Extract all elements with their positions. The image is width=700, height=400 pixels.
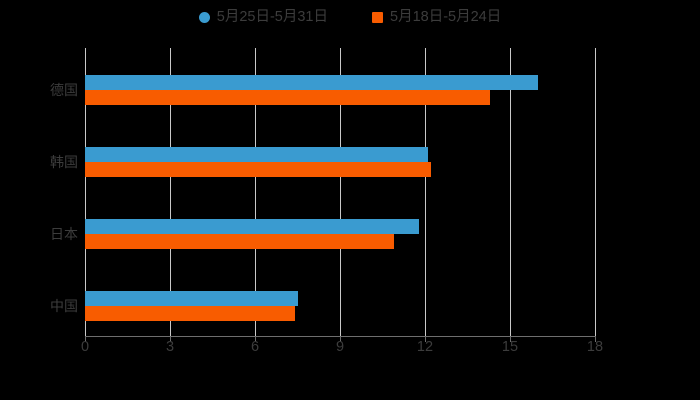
square-marker-icon: [372, 11, 383, 23]
x-tick-label-0: 0: [80, 339, 90, 355]
legend-label-series-0: 5月25日-5月31日: [216, 8, 328, 25]
bar-0-series-1[interactable]: [85, 90, 491, 105]
x-tick-label-3: 3: [165, 339, 175, 355]
category-label-3: 中国: [50, 298, 78, 314]
bar-group-3: [85, 291, 595, 321]
x-tick-3: [170, 336, 171, 342]
gridline-12: [425, 48, 426, 336]
x-tick-label-15: 15: [501, 339, 519, 355]
bar-group-0: [85, 75, 595, 105]
bar-2-series-1[interactable]: [85, 234, 394, 249]
gridline-15: [510, 48, 511, 336]
gridline-0: [85, 48, 86, 336]
bar-0-series-0[interactable]: [85, 75, 539, 90]
plot-area: [85, 48, 596, 336]
gridline-9: [340, 48, 341, 336]
bar-1-series-1[interactable]: [85, 162, 431, 177]
legend-item-series-0[interactable]: 5月25日-5月31日: [198, 8, 328, 25]
x-tick-label-18: 18: [586, 339, 604, 355]
gridline-18: [595, 48, 596, 336]
x-tick-label-9: 9: [335, 339, 345, 355]
legend-item-series-1[interactable]: 5月18日-5月24日: [372, 10, 501, 25]
x-tick-18: [595, 336, 596, 342]
x-tick-6: [255, 336, 256, 342]
x-tick-label-6: 6: [250, 339, 260, 355]
bar-3-series-0[interactable]: [85, 291, 298, 306]
circle-marker-icon: [198, 11, 210, 23]
x-tick-15: [510, 336, 511, 342]
x-tick-9: [340, 336, 341, 342]
bar-1-series-0[interactable]: [85, 147, 428, 162]
category-label-0: 德国: [50, 82, 78, 98]
chart-legend: 5月25日-5月31日 5月18日-5月24日: [0, 6, 700, 28]
x-tick-12: [425, 336, 426, 342]
bar-3-series-1[interactable]: [85, 306, 295, 321]
gridline-3: [170, 48, 171, 336]
bar-group-2: [85, 219, 595, 249]
x-tick-0: [85, 336, 86, 342]
x-tick-label-12: 12: [416, 339, 434, 355]
bar-2-series-0[interactable]: [85, 219, 420, 234]
gridline-6: [255, 48, 256, 336]
bar-group-1: [85, 147, 595, 177]
category-label-1: 韩国: [50, 154, 78, 170]
category-label-2: 日本: [50, 226, 78, 242]
legend-label-series-1: 5月18日-5月24日: [390, 8, 502, 25]
